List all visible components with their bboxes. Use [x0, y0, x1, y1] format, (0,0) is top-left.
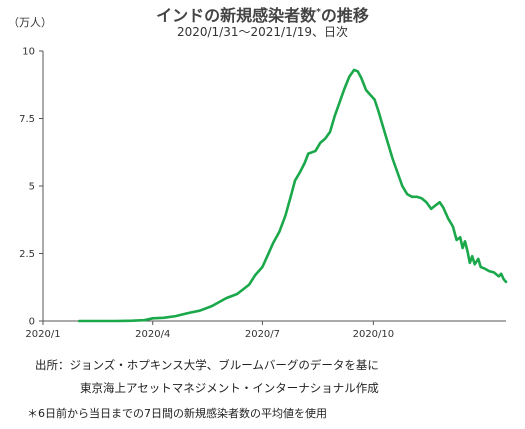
- chart-title-text: インドの新規感染者数: [156, 6, 317, 25]
- chart-subtitle: 2020/1/31〜2021/1/19、日次: [176, 25, 349, 39]
- x-tick-label: 2020/10: [353, 329, 395, 340]
- y-tick-label: 5: [29, 182, 35, 193]
- chart-title: インドの新規感染者数*の推移: [0, 2, 525, 26]
- series-line: [77, 68, 508, 323]
- title-footnote-mark: *: [316, 7, 321, 18]
- x-tick-label: 2020/1: [25, 329, 60, 340]
- source-line-2: 東京海上アセットマネジメント・インターナショナル作成: [80, 381, 379, 395]
- x-tick-label: 2020/4: [135, 329, 170, 340]
- y-tick-label: 2.5: [19, 249, 35, 260]
- source-line-1: 出所：ジョンズ・ホプキンス大学、ブルームバーグのデータを基に: [35, 358, 379, 372]
- y-axis-unit-label: （万人）: [8, 16, 52, 29]
- footnote: ＊6日前から当日までの7日間の新規感染者数の平均値を使用: [27, 407, 327, 420]
- y-tick-label: 10: [22, 47, 35, 58]
- x-tick-label: 2020/7: [245, 329, 280, 340]
- y-tick-label: 7.5: [19, 114, 35, 125]
- y-tick-label: 0: [29, 317, 35, 328]
- chart-title-suffix: の推移: [320, 6, 369, 25]
